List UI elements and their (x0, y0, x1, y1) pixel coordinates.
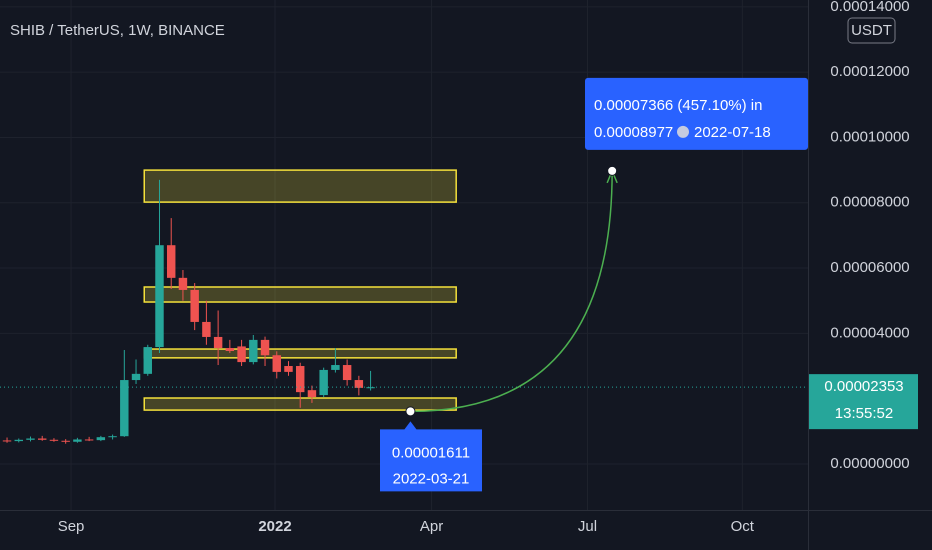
x-tick-label: Sep (58, 518, 85, 535)
candle-body (14, 439, 23, 442)
candle-body (307, 390, 317, 398)
candle-body (190, 289, 199, 322)
candle-body (120, 380, 129, 437)
projection-end (607, 165, 618, 176)
candle-body (272, 355, 281, 372)
target-box (585, 77, 808, 150)
y-tick-label: 0.00004000 (830, 324, 909, 341)
candle-body (202, 321, 211, 337)
y-tick-label: 0.00008000 (830, 194, 909, 211)
candle-body (319, 369, 328, 396)
candle-body (155, 245, 164, 348)
zone (143, 169, 457, 203)
candle-body (284, 366, 293, 372)
zone (143, 348, 457, 359)
candle-body (260, 339, 270, 356)
candle-body (213, 336, 223, 349)
y-tick-label: 0.00012000 (830, 63, 909, 80)
currency-badge[interactable] (847, 17, 896, 44)
candle-body (366, 387, 375, 389)
candle-body (61, 440, 70, 442)
x-tick-label: Apr (420, 518, 443, 535)
clock-icon (677, 125, 689, 138)
chart-title: SHIB / TetherUS, 1W, BINANCE (10, 22, 225, 39)
candle-body (249, 339, 258, 363)
candle-body (237, 346, 246, 363)
projection-curve (410, 170, 613, 413)
candle-body (2, 440, 12, 442)
candle-body (96, 437, 106, 441)
countdown: 13:55:52 (835, 405, 893, 422)
start-price: 0.00001611 (392, 444, 470, 461)
candle-body (354, 380, 364, 388)
candle-body (26, 438, 35, 440)
candle-body (295, 366, 305, 393)
y-tick-label: 0.00006000 (830, 259, 909, 276)
last-price-label: 0.00002353 (824, 378, 903, 395)
start-date: 2022-03-21 (393, 470, 470, 487)
target-date: 2022-07-18 (694, 124, 771, 141)
y-tick-label: 0.00014000 (830, 0, 909, 15)
candle-body (73, 439, 82, 442)
y-tick-label: 0.00000000 (830, 455, 909, 472)
candle-body (37, 438, 47, 440)
projection-start (405, 406, 416, 417)
candle-body (131, 373, 141, 381)
candle-body (331, 365, 340, 370)
candle-body (225, 348, 235, 351)
start-box (380, 421, 482, 492)
candle-body (143, 347, 152, 374)
candle-body (166, 245, 176, 278)
candle-body (178, 277, 188, 290)
x-tick-label: Oct (731, 518, 755, 535)
target-price: 0.00008977 (594, 124, 673, 141)
projection-change: 0.00007366 (457.10%) in (594, 97, 762, 114)
x-tick-label: 2022 (258, 518, 291, 535)
candle-body (84, 439, 94, 441)
x-tick-label: Jul (578, 518, 597, 535)
currency-label: USDT (851, 22, 892, 39)
last-price-badge (809, 374, 918, 430)
candle-body (108, 436, 117, 438)
candle-body (49, 439, 59, 441)
candle-body (342, 365, 352, 381)
zone (143, 286, 457, 303)
y-tick-label: 0.00010000 (830, 128, 909, 145)
